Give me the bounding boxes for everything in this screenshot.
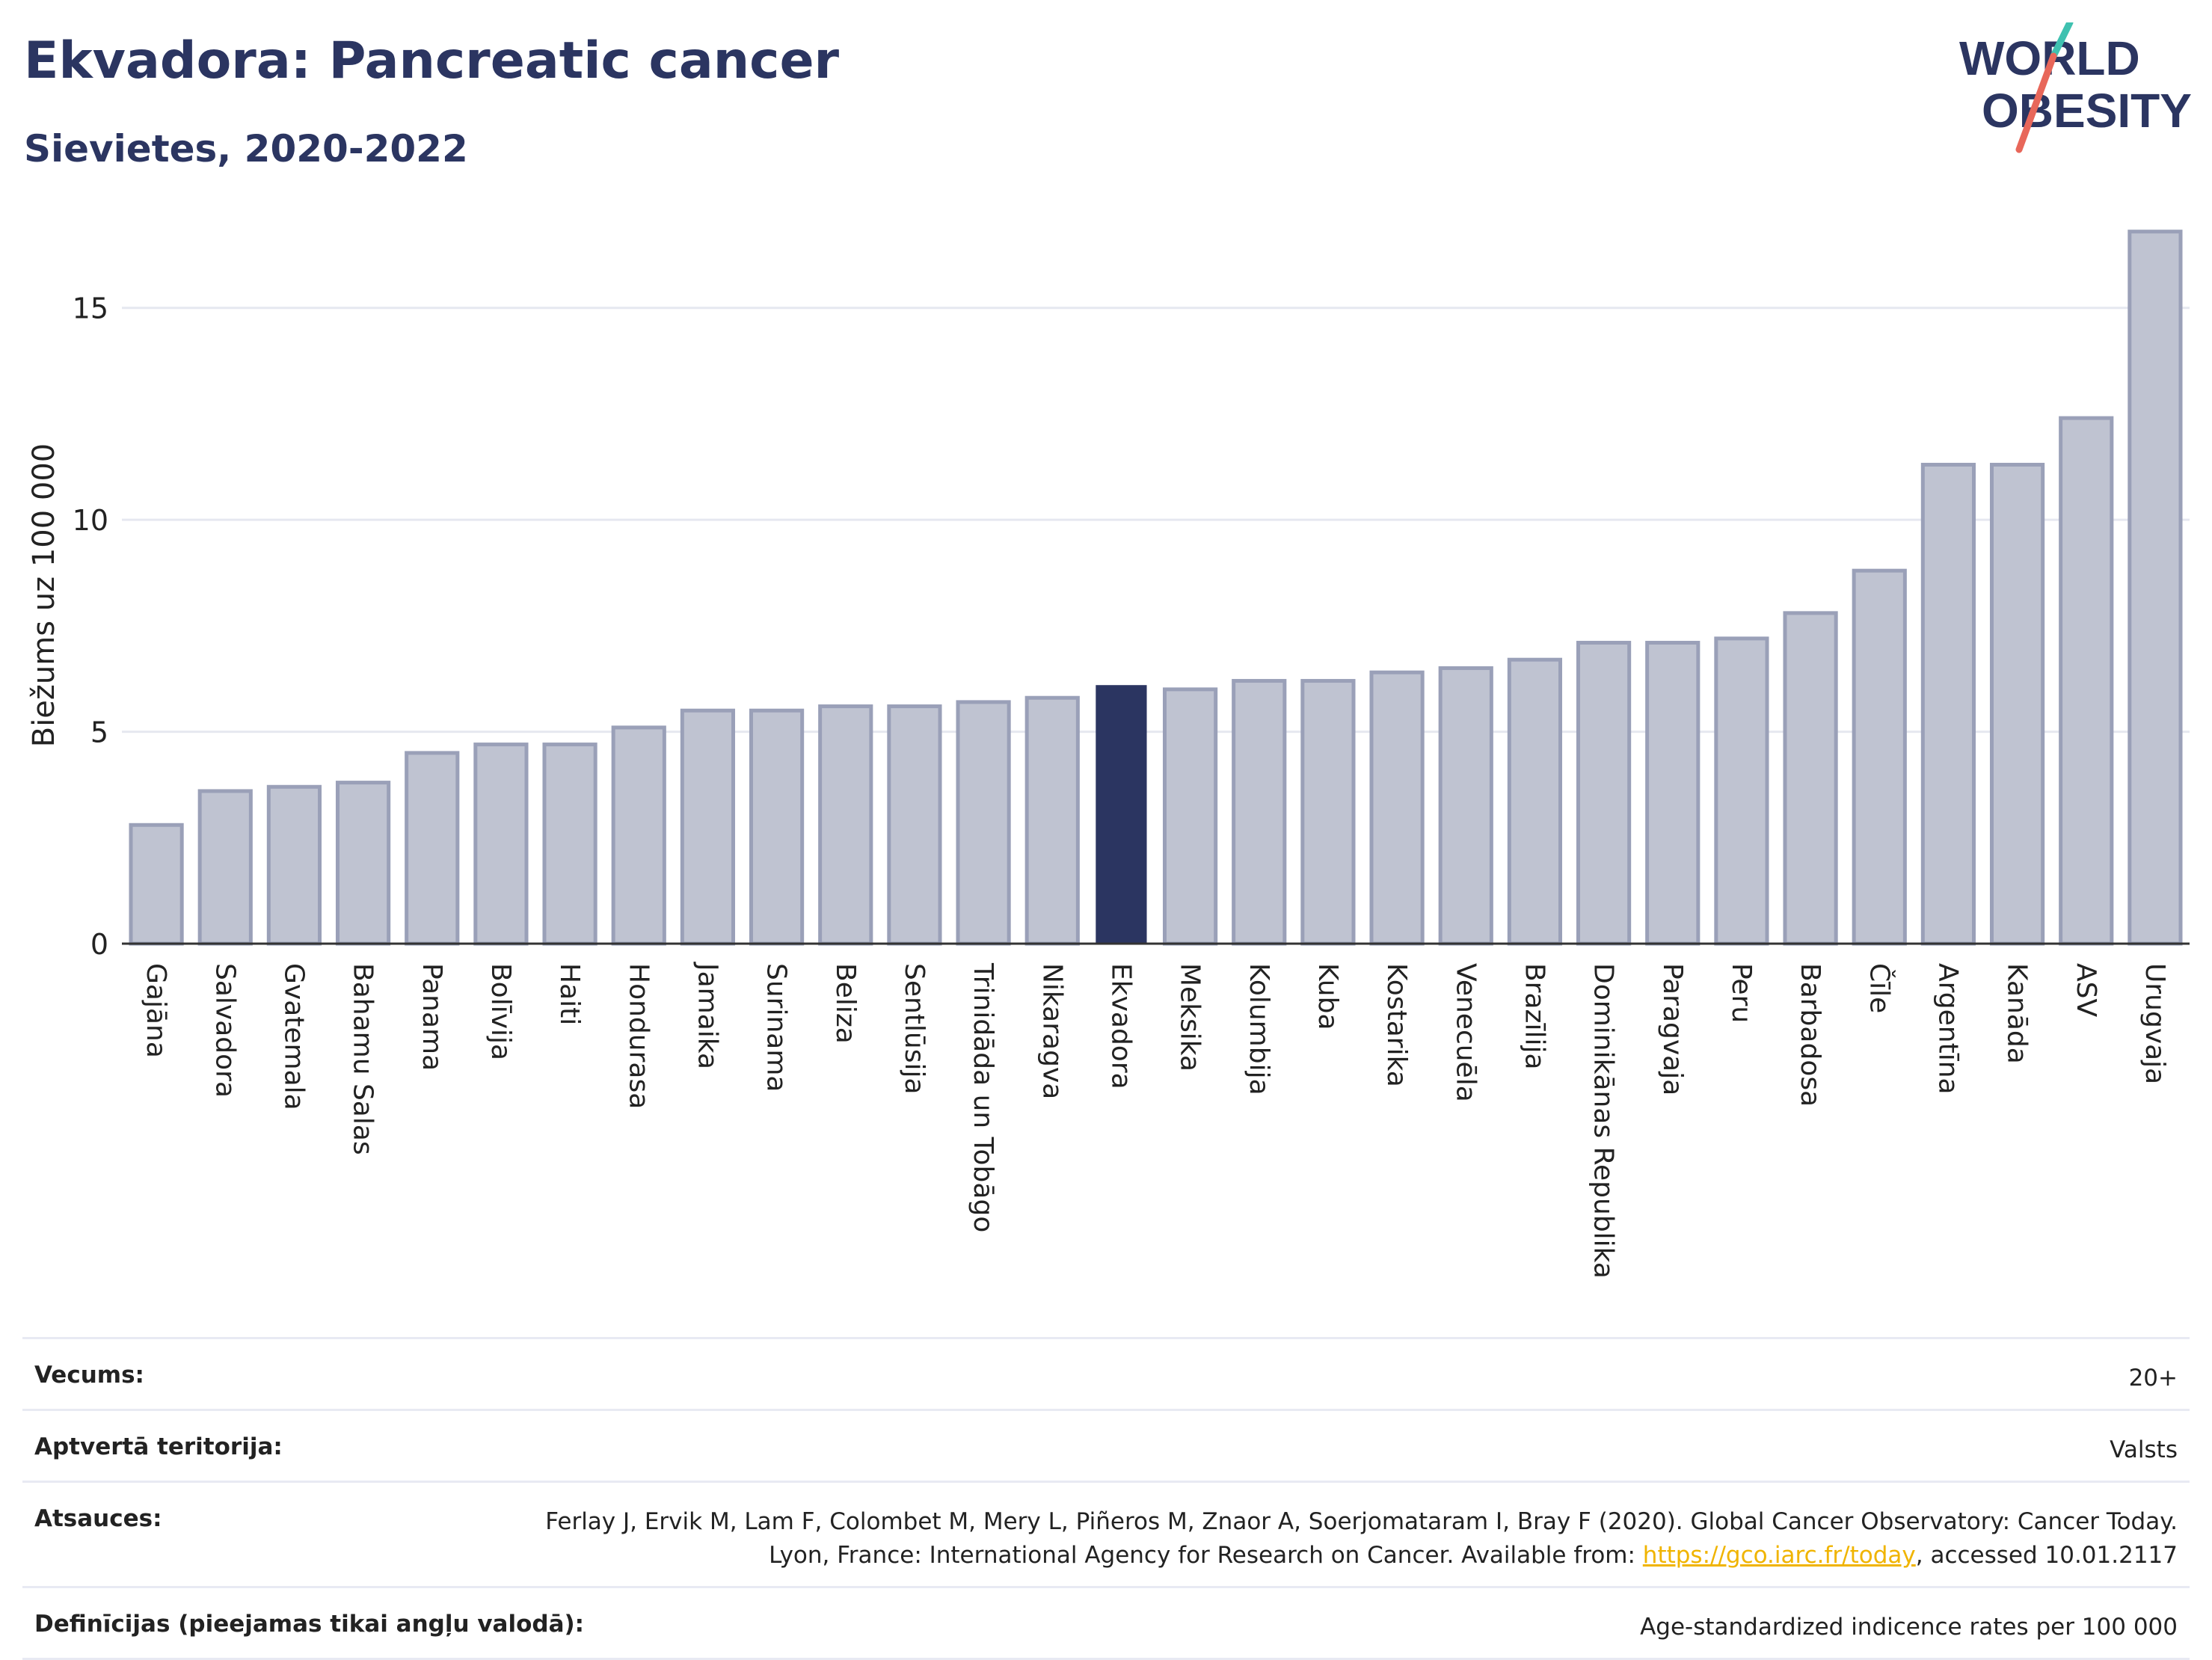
bars (129, 230, 2183, 946)
bar-Ekvadora[interactable] (1096, 685, 1147, 944)
bar-Dominikānas Republika[interactable] (1576, 641, 1632, 946)
bar-Panama[interactable] (405, 751, 460, 946)
x-axis-labels: Gajāna Salvadora Gvatemala Bahamu Salas Pana… (141, 962, 2170, 1279)
references-tail: , accessed 10.01.2117 (1915, 1542, 2178, 1569)
x-tick-label: Peru (1726, 963, 1757, 1023)
bar-Salvadora[interactable] (197, 789, 253, 946)
bar-Kuba[interactable] (1300, 679, 1356, 946)
x-tick-label: Nikaragva (1036, 963, 1067, 1099)
x-tick-label: Meksika (1175, 963, 1205, 1072)
x-tick-label: Kuba (1312, 963, 1343, 1030)
y-tick-label: 5 (90, 716, 108, 749)
x-tick-label: Gajāna (141, 963, 171, 1058)
chart-title: Ekvadora: Pancreatic cancer (24, 31, 840, 90)
territory-label: Aptvertā teritorija: (34, 1433, 283, 1460)
y-axis-ticks: 0 5 10 15 (73, 292, 108, 961)
bar-Gvatemala[interactable] (266, 784, 322, 946)
references-value: Ferlay J, Ervik M, Lam F, Colombet M, Me… (532, 1505, 2178, 1573)
footer-row-references: Atsauces: Ferlay J, Ervik M, Lam F, Colo… (22, 1481, 2190, 1586)
bar-Argentīna[interactable] (1920, 462, 1976, 946)
age-value: 20+ (2128, 1365, 2178, 1392)
bar-ASV[interactable] (2059, 416, 2114, 946)
x-tick-label: Kostarika (1381, 963, 1412, 1087)
bar-Bahamu Salas[interactable] (335, 781, 391, 946)
definitions-value: Age-standardized indicence rates per 100… (1640, 1614, 2178, 1641)
references-link[interactable]: https://gco.iarc.fr/today (1642, 1542, 1916, 1569)
x-tick-label: Haiti (554, 963, 585, 1025)
bar-Sentlūsija[interactable] (887, 704, 942, 946)
chart-subtitle: Sievietes, 2020-2022 (24, 127, 468, 170)
y-tick-label: 0 (90, 928, 108, 961)
x-tick-label: Hondurasa (623, 963, 654, 1109)
x-tick-label: Panama (417, 963, 447, 1071)
x-tick-label: Bahamu Salas (348, 963, 378, 1155)
bar-Paragvaja[interactable] (1645, 641, 1701, 946)
x-tick-label: Dominikānas Republika (1588, 963, 1619, 1279)
x-tick-label: Barbadosa (1795, 963, 1825, 1107)
bar-Nikaragva[interactable] (1024, 695, 1080, 946)
footer-row-definitions: Definīcijas (pieejamas tikai angļu valod… (22, 1586, 2190, 1660)
x-tick-label: Paragvaja (1657, 963, 1688, 1095)
bar-Barbadosa[interactable] (1783, 611, 1838, 946)
x-tick-label: Kolumbija (1244, 963, 1274, 1095)
bar-Kolumbija[interactable] (1232, 679, 1287, 946)
bar-Jamaika[interactable] (680, 708, 736, 946)
grid-lines (122, 307, 2190, 734)
footer-row-age: Vecums: 20+ (22, 1337, 2190, 1409)
x-tick-label: Surinama (761, 963, 792, 1092)
y-axis-label: Biežums uz 100 000 (27, 443, 61, 748)
bar-Surinama[interactable] (749, 708, 805, 946)
y-tick-label: 15 (73, 292, 108, 325)
bar-Bolīvija[interactable] (473, 743, 529, 946)
logo-line2: OBESITY (1982, 84, 2191, 138)
references-label: Atsauces: (34, 1505, 162, 1532)
x-tick-label: Salvadora (209, 963, 240, 1098)
bar-Urugvaja[interactable] (2127, 230, 2183, 946)
world-obesity-logo: WORLD OBESITY (1959, 22, 2191, 153)
x-tick-label: Čīle (1864, 963, 1895, 1013)
x-tick-label: Sentlūsija (899, 963, 930, 1095)
territory-value: Valsts (2110, 1436, 2178, 1463)
x-tick-label: Trinidāda un Tobāgo (968, 962, 998, 1232)
x-tick-label: Jamaika (692, 962, 722, 1069)
age-label: Vecums: (34, 1362, 144, 1389)
bar-Kostarika[interactable] (1369, 670, 1425, 946)
bar-Haiti[interactable] (542, 743, 597, 946)
bar-Kanāda[interactable] (1989, 462, 2045, 946)
x-tick-label: ASV (2071, 963, 2101, 1017)
bar-Peru[interactable] (1714, 636, 1769, 946)
x-tick-label: Brazīlija (1519, 963, 1549, 1070)
x-tick-label: Urugvaja (2139, 963, 2170, 1084)
x-tick-label: Ekvadora (1105, 963, 1136, 1089)
bar-Beliza[interactable] (818, 704, 873, 946)
bar-Gajāna[interactable] (129, 823, 184, 946)
x-tick-label: Bolīvija (485, 963, 516, 1060)
x-tick-label: Gvatemala (278, 963, 309, 1110)
bar-Trinidāda un Tobāgo[interactable] (956, 700, 1011, 946)
bar-Hondurasa[interactable] (611, 725, 666, 946)
definitions-label: Definīcijas (pieejamas tikai angļu valod… (34, 1611, 585, 1638)
x-tick-label: Argentīna (1932, 963, 1963, 1095)
y-tick-label: 10 (73, 504, 108, 537)
bar-Čīle[interactable] (1852, 568, 1907, 946)
bar-Brazīlija[interactable] (1507, 657, 1563, 946)
chart-footer: Vecums: 20+ Aptvertā teritorija: Valsts … (22, 1337, 2190, 1660)
bar-chart: 0 5 10 15 Gajāna Salvadora Gvatemala Bahamu Sa… (27, 230, 2190, 1279)
footer-row-territory: Aptvertā teritorija: Valsts (22, 1409, 2190, 1481)
bar-Meksika[interactable] (1162, 687, 1218, 946)
x-tick-label: Kanāda (2002, 963, 2033, 1064)
references-text: Ferlay J, Ervik M, Lam F, Colombet M, Me… (545, 1508, 2178, 1569)
x-tick-label: Venecuēla (1450, 963, 1481, 1102)
x-tick-label: Beliza (830, 963, 861, 1044)
bar-Venecuēla[interactable] (1438, 666, 1493, 946)
